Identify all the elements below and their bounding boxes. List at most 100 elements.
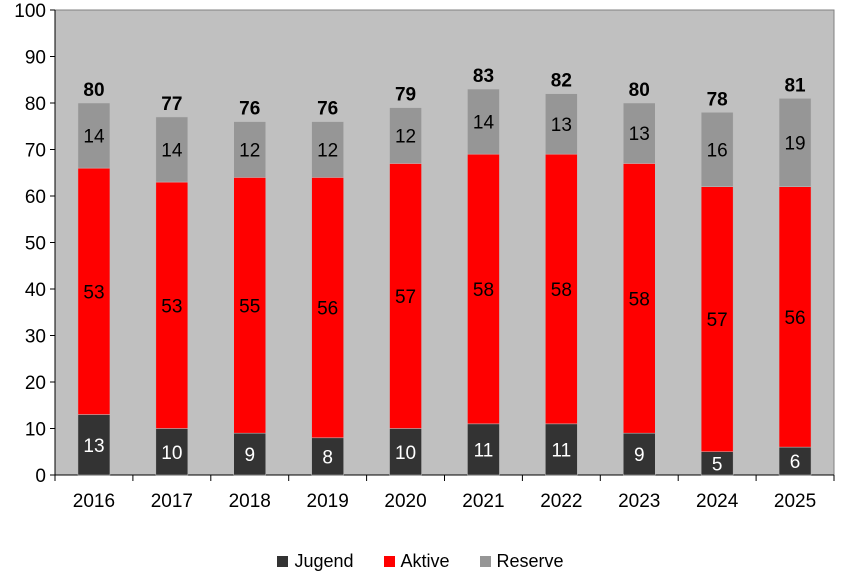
bar-segment-aktive [545,153,578,425]
y-tick-label: 50 [25,234,46,255]
segment-label-jugend: 11 [551,440,571,461]
bar-segment-reserve [623,102,656,164]
segment-label-jugend: 9 [634,445,645,466]
x-tick-label: 2016 [73,491,115,512]
bar-segment-reserve [389,107,422,164]
total-label: 80 [629,80,650,101]
segment-label-aktive: 55 [239,296,260,317]
y-tick-label: 100 [14,1,46,22]
segment-label-aktive: 58 [551,280,572,301]
bar-segment-jugend [233,432,266,476]
segment-label-reserve: 12 [239,141,260,162]
x-tick-label: 2023 [618,491,660,512]
y-tick-label: 70 [25,141,46,162]
segment-label-jugend: 8 [322,447,333,468]
segment-label-reserve: 14 [473,113,495,134]
legend-swatch [383,555,395,567]
segment-label-aktive: 56 [784,308,805,329]
y-tick-label: 60 [25,187,46,208]
legend-swatch [479,555,491,567]
legend-label: Reserve [496,550,564,571]
bar-segment-aktive [311,177,344,439]
x-tick-label: 2020 [384,491,426,512]
bar-segment-reserve [155,116,189,183]
bar-segment-reserve [77,102,111,169]
legend-label: Aktive [400,550,450,571]
segment-label-reserve: 13 [629,124,650,145]
segment-label-aktive: 58 [629,289,650,310]
bar-segment-jugend [467,423,500,476]
segment-label-jugend: 5 [712,454,723,475]
segment-label-aktive: 53 [161,296,182,317]
segment-label-reserve: 16 [707,141,728,162]
segment-label-reserve: 12 [317,141,338,162]
bars [77,88,812,476]
y-tick-label: 90 [25,48,46,69]
y-tick-label: 20 [25,373,46,394]
total-label: 79 [395,85,416,106]
x-tick-label: 2022 [540,491,582,512]
segment-label-jugend: 13 [83,436,104,457]
x-tick-label: 2018 [229,491,271,512]
legend-item-jugend: Jugend [277,550,354,572]
segment-label-reserve: 14 [83,127,105,148]
segment-label-aktive: 53 [83,282,104,303]
segment-label-jugend: 9 [244,445,255,466]
x-tick-label: 2017 [151,491,193,512]
y-tick-label: 10 [25,420,46,441]
segment-label-reserve: 13 [551,115,572,136]
bar-segment-reserve [545,93,578,155]
bar-segment-reserve [311,121,344,178]
total-label: 76 [239,99,260,120]
total-label: 83 [473,66,494,87]
bar-segment-jugend [155,428,189,476]
segment-label-aktive: 57 [395,287,416,308]
segment-label-reserve: 12 [395,127,416,148]
segment-label-reserve: 19 [784,134,805,155]
bar-segment-aktive [623,163,656,434]
total-label: 77 [161,94,182,115]
bar-segment-reserve [700,112,734,187]
y-tick-label: 30 [25,327,46,348]
bar-segment-jugend [545,423,578,476]
y-tick-label: 40 [25,280,46,301]
bar-segment-aktive [155,181,189,429]
x-tick-label: 2021 [462,491,504,512]
bar-segment-aktive [700,186,734,452]
segment-label-jugend: 10 [161,443,182,464]
bar-segment-aktive [389,163,422,429]
x-tick-label: 2025 [774,491,816,512]
legend-item-aktive: Aktive [383,550,450,572]
x-tick-label: 2024 [696,491,739,512]
legend-swatch [277,555,289,567]
x-tick-label: 2019 [307,491,349,512]
data-labels: 1353148010531477955127685612761057127911… [83,66,806,475]
total-label: 80 [83,80,104,101]
y-axis: 0 10 20 30 40 50 60 70 80 90 100 [14,1,56,487]
x-axis: 2016 2017 2018 2019 2020 2021 2022 2023 2024 2025 [54,474,835,512]
bar-segment-aktive [467,153,500,425]
bar-segment-reserve [233,121,266,178]
total-label: 78 [707,89,728,110]
segment-label-jugend: 11 [474,440,494,461]
segment-label-aktive: 57 [707,310,728,331]
bar-segment-jugend [77,414,111,476]
total-label: 82 [551,71,572,92]
segment-label-jugend: 6 [790,452,801,473]
legend-label: Jugend [294,550,354,571]
segment-label-aktive: 58 [473,280,494,301]
segment-label-aktive: 56 [317,299,338,320]
legend: Jugend Aktive Reserve [0,550,841,572]
bar-segment-aktive [233,177,266,434]
y-tick-label: 0 [35,466,46,487]
bar-segment-aktive [77,167,111,415]
segment-label-jugend: 10 [395,443,416,464]
bar-segment-reserve [778,98,812,187]
total-label: 76 [317,99,338,120]
bar-segment-aktive [778,186,812,448]
y-tick-label: 80 [25,94,46,115]
total-label: 81 [784,75,806,96]
segment-label-reserve: 14 [161,141,183,162]
bar-segment-reserve [467,88,500,155]
